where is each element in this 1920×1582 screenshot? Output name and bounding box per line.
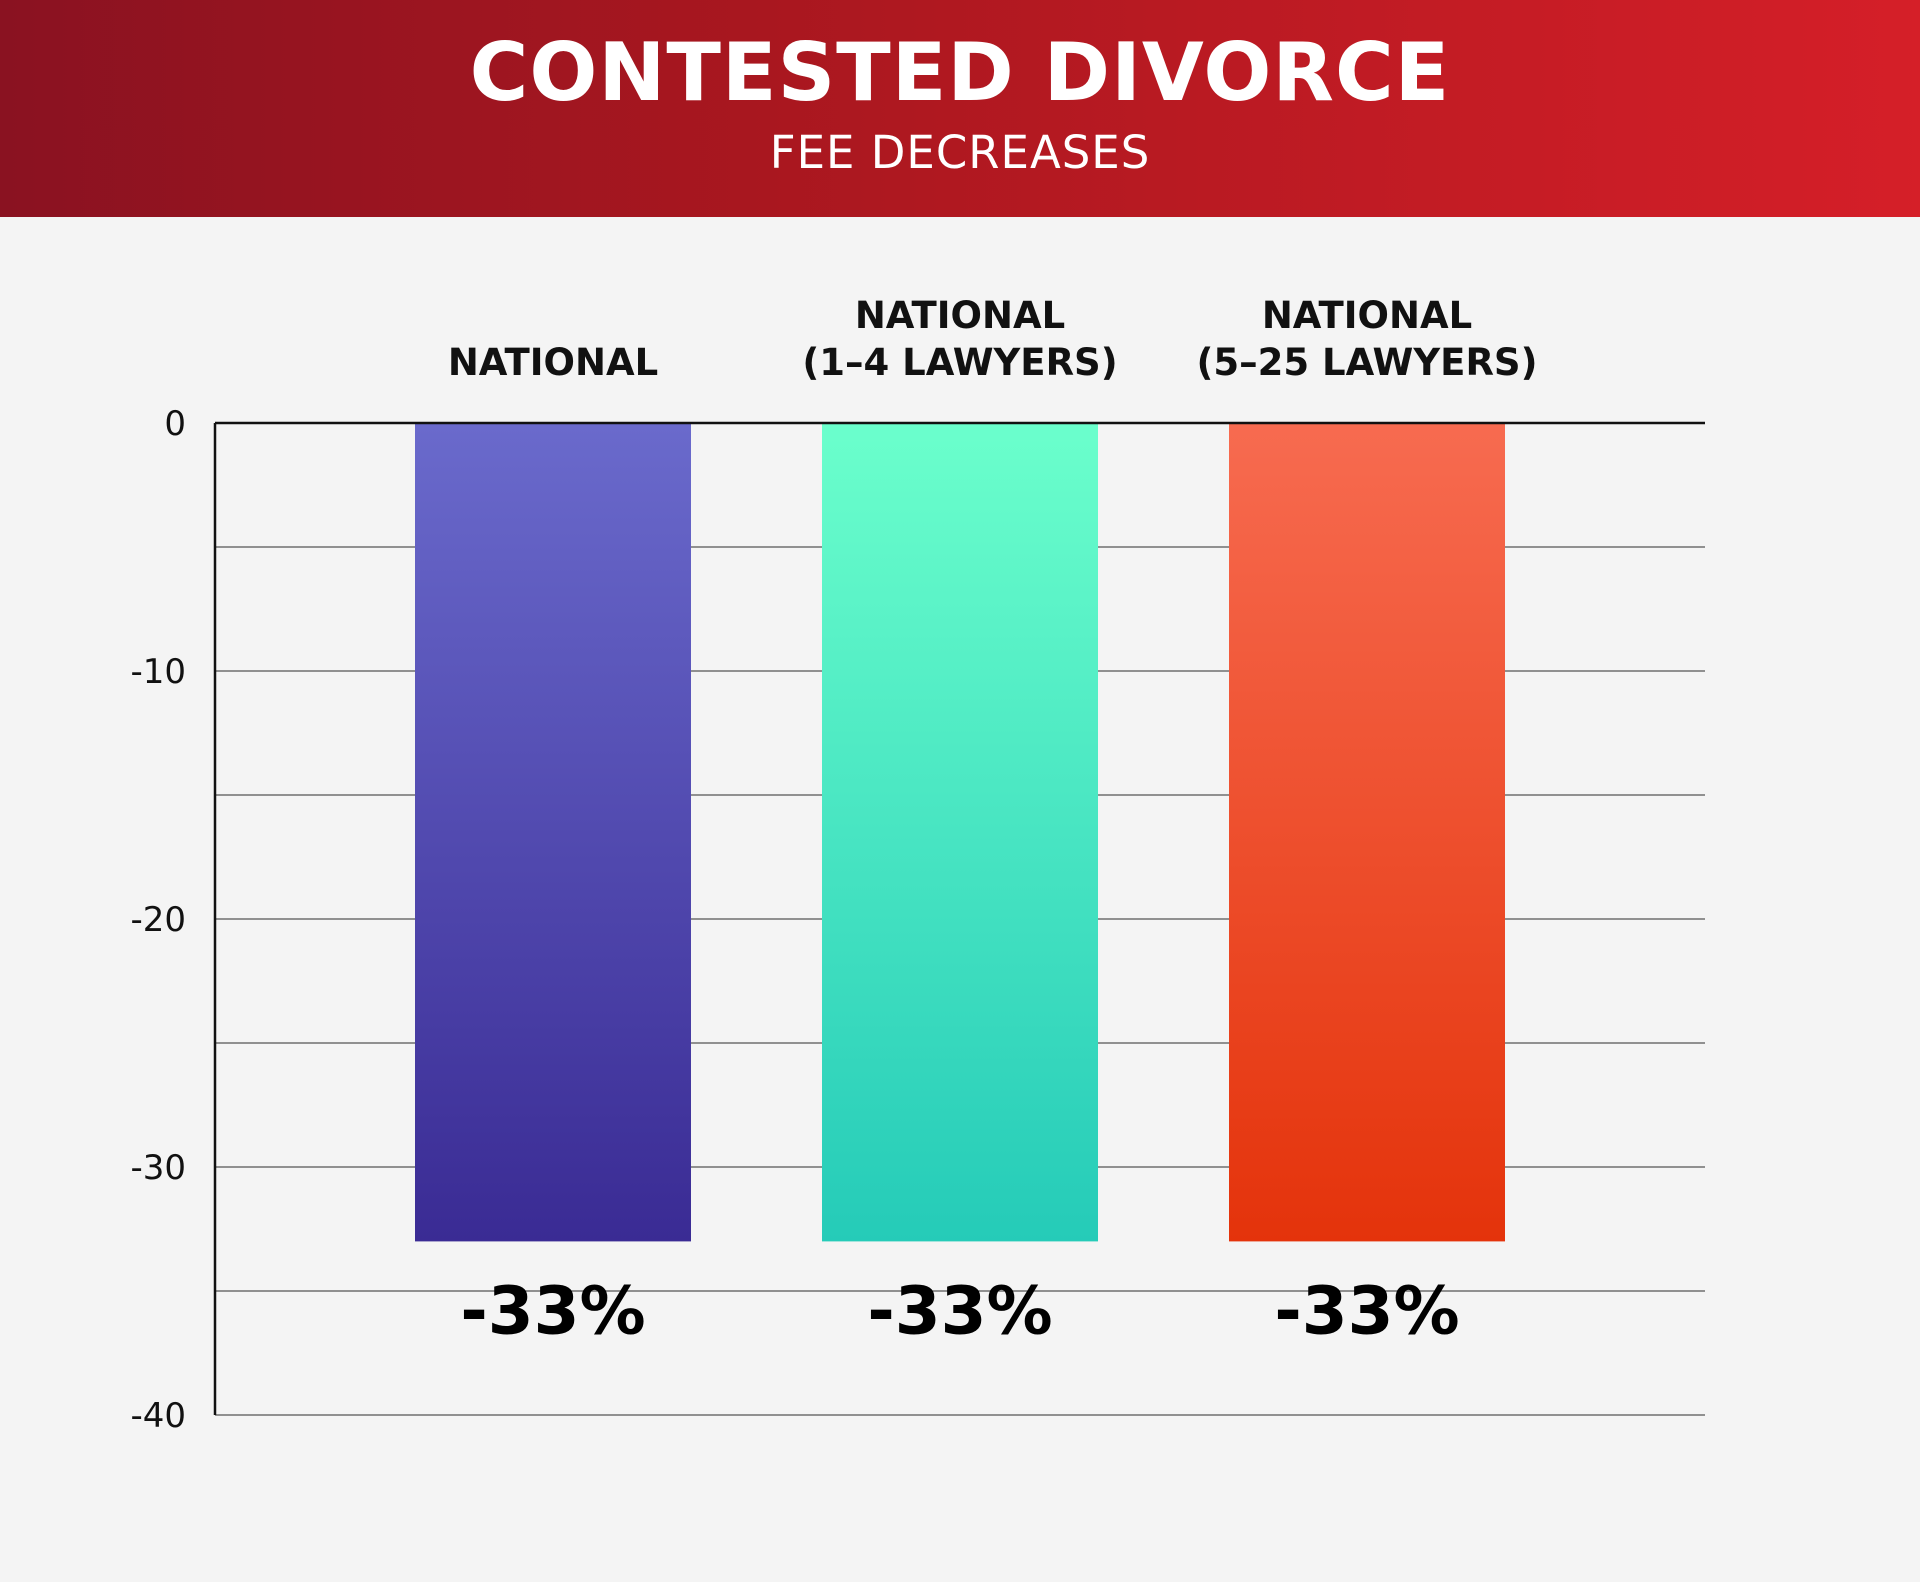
chart-header: CONTESTED DIVORCE FEE DECREASES: [0, 0, 1920, 217]
bar-value-label: -33%: [1274, 1272, 1459, 1349]
y-tick-label: -20: [130, 900, 186, 940]
bar: [822, 423, 1098, 1242]
y-tick-label: -10: [130, 652, 186, 692]
bar-value-label: -33%: [460, 1272, 645, 1349]
category-label: NATIONAL: [1262, 294, 1472, 337]
y-tick-label: -30: [130, 1148, 186, 1188]
y-tick-label: -40: [130, 1396, 186, 1436]
bar: [415, 423, 691, 1242]
category-label: NATIONAL: [855, 294, 1065, 337]
chart-subtitle: FEE DECREASES: [769, 126, 1151, 179]
y-tick-label: 0: [164, 404, 186, 444]
axes: [213, 421, 1705, 1416]
category-label: (5–25 LAWYERS): [1196, 341, 1537, 384]
category-label: NATIONAL: [448, 341, 658, 384]
bar: [1229, 423, 1505, 1242]
bar-chart: 0-10-20-30-40-33%NATIONAL-33%NATIONAL(1–…: [130, 294, 1705, 1436]
labels: 0-10-20-30-40-33%NATIONAL-33%NATIONAL(1–…: [130, 294, 1537, 1436]
bar-value-label: -33%: [867, 1272, 1052, 1349]
chart-title: CONTESTED DIVORCE: [469, 26, 1451, 119]
category-label: (1–4 LAWYERS): [802, 341, 1117, 384]
bars: [415, 423, 1505, 1242]
